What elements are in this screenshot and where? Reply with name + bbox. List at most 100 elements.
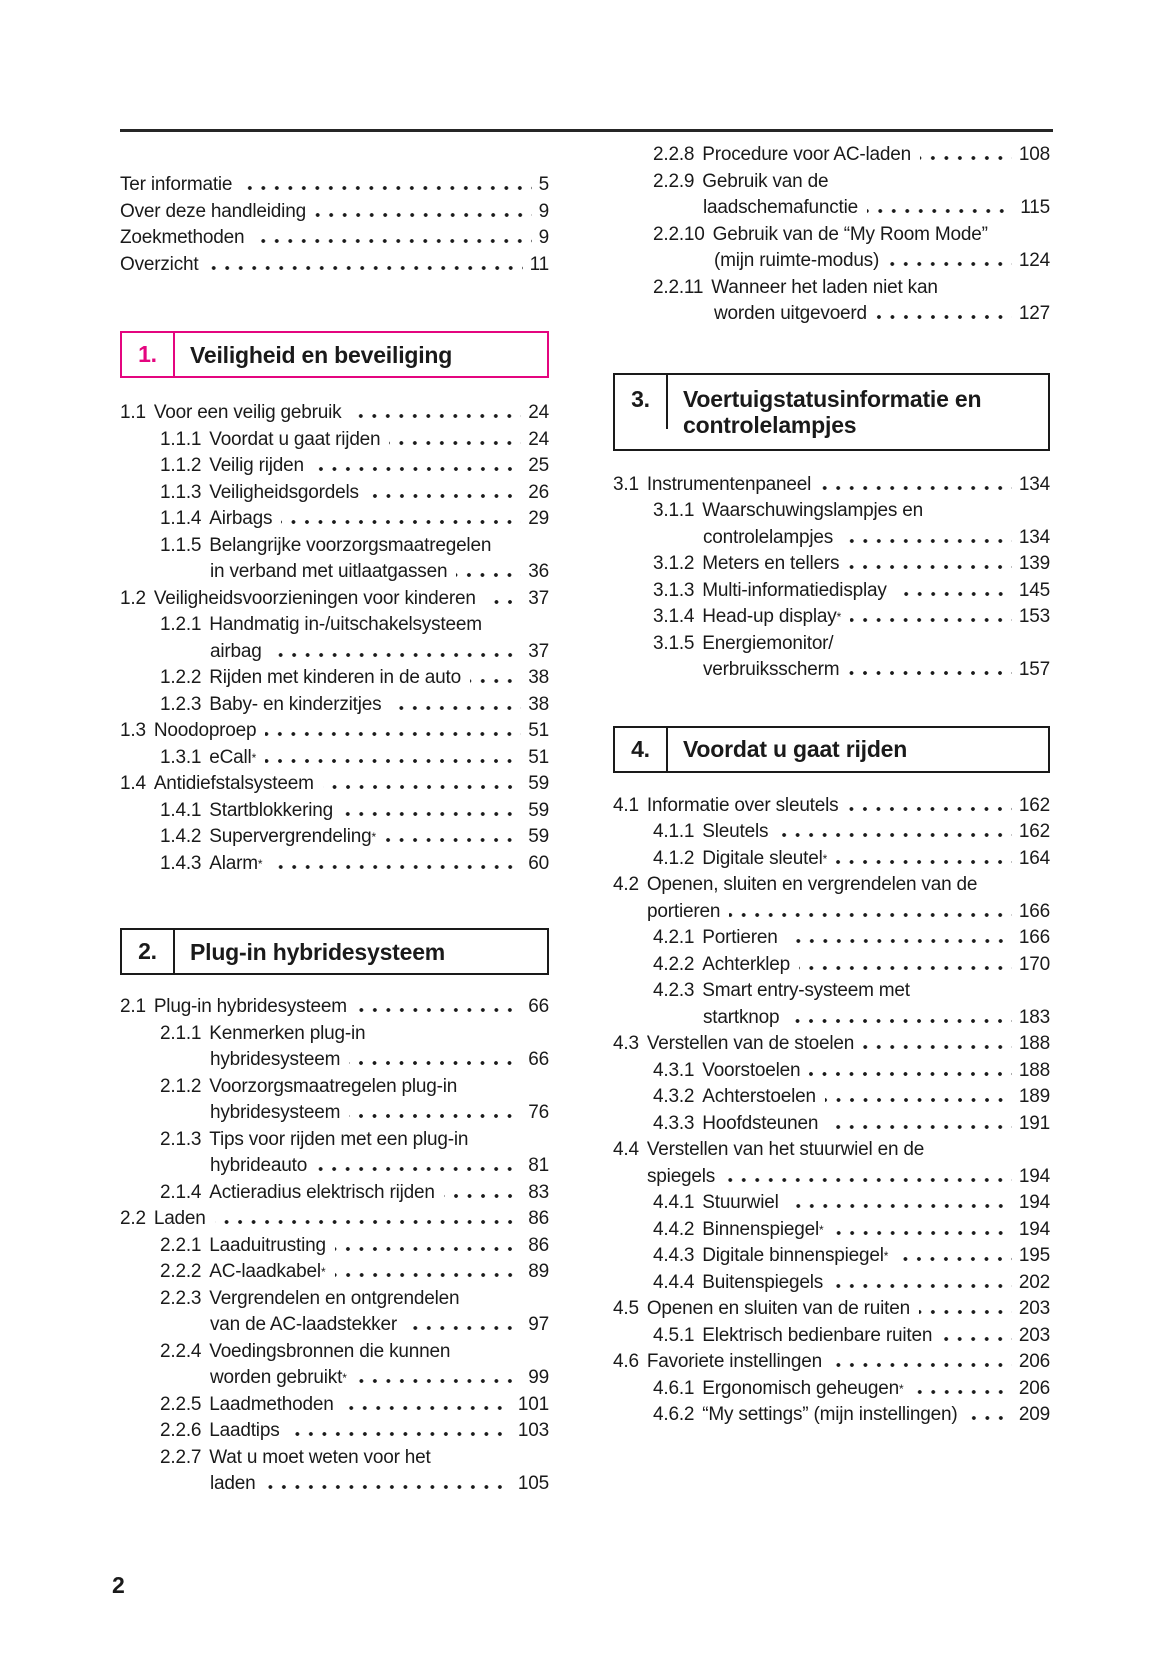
toc-leader-dots [342,811,522,816]
toc-leader-dots [836,859,1012,864]
toc-entry-label: Favoriete instellingen [646,1351,822,1372]
toc-page-ref: 202 [1018,1271,1050,1293]
toc-entry-label: Voor een veilig gebruik [153,402,342,423]
toc-entry-number: 2.2.11 [653,276,704,298]
toc-entry-number: 2.1 [120,996,146,1017]
toc-entry-label: Belangrijke voorzorgsmaatregelen [209,534,492,556]
toc-entry-label: Verstellen van de stoelen [646,1033,855,1054]
toc-entry-number: 1.1.3 [160,481,202,503]
section-4-list: 4.1 Informatie over sleutels 162 4.1.1 Sleu… [613,793,1050,1429]
toc-entry: 1.4.1 Startblokkering 59 [120,798,549,825]
toc-leader-dots [895,591,1012,596]
toc-entry: 4.6.1 Ergonomisch geheugen * 206 [613,1376,1050,1403]
chapter-title: Veiligheid en beveiliging [190,341,453,368]
toc-leader-dots [334,1246,522,1251]
toc-entry: 4.5.1 Elektrisch bedienbare ruiten 203 [613,1323,1050,1350]
toc-entry: 3.1 Instrumentenpaneel 134 [613,472,1050,499]
toc-entry: 1.1.1 Voordat u gaat rijden 24 [120,427,549,454]
toc-page-ref: 38 [528,667,549,688]
chapter-divider [666,374,668,429]
toc-continuation: in verband met uitlaatgassen 36 [120,559,549,586]
toc-entry-number: 3.1 [613,473,639,495]
toc-page-ref: 203 [1018,1324,1050,1346]
toc-entry-label: Smart entry-systeem met [702,980,910,1001]
toc-entry-number: 4.1.1 [653,821,695,842]
toc-entry-label: controlelampjes [703,526,834,548]
toc-leader-dots [832,1230,1012,1235]
section-3-list: 3.1 Instrumentenpaneel 134 3.1.1 Waarschuwi… [613,472,1050,684]
toc-leader-dots [367,493,522,498]
toc-continuation: hybrideauto 81 [120,1153,549,1180]
toc-entry-number: 2.2.7 [160,1446,202,1468]
toc-continuation: (mijn ruimte-modus) 124 [613,248,1050,275]
toc-entry-number: 2.1.2 [160,1075,202,1097]
toc-leader-dots [777,833,1012,837]
toc-entry-label: Veilig rijden [209,455,304,476]
toc-page-ref: 188 [1018,1059,1050,1081]
toc-leader-dots [456,573,522,577]
toc-entry: 4.3 Verstellen van de stoelen 188 [613,1031,1050,1058]
toc-entry-number: 1.4.2 [160,826,202,847]
toc-page-ref: 37 [528,587,549,609]
toc-entry-label: Supervergrendeling [209,826,372,847]
toc-entry-number: 1.3 [120,720,146,741]
toc-leader-dots [920,156,1012,160]
toc-page-ref: 170 [1018,953,1050,975]
toc-page-ref: 162 [1018,821,1050,842]
toc-entry-label: Digitale sleutel [702,847,823,869]
toc-entry: 4.1 Informatie over sleutels 162 [613,793,1050,820]
toc-leader-dots [288,1432,511,1436]
toc-leader-dots [848,565,1012,569]
toc-page-ref: 86 [528,1234,549,1256]
toc-entry-label: Portieren [702,927,778,948]
toc-entry-number: 2.2.3 [160,1287,202,1309]
toc-entry: 4.4.4 Buitenspiegels 202 [613,1270,1050,1297]
toc-page-ref: 51 [528,746,549,768]
toc-page-ref: 9 [538,227,550,248]
toc-entry-number: 1.1.1 [160,428,202,450]
left-column: Ter informatie 5 Over deze handleiding 9 Z… [120,172,549,1498]
chapter-title: Voertuigstatusinformatie en controlelamp… [683,385,982,438]
toc-entry-number: 2.2.9 [653,170,695,192]
toc-leader-dots [385,838,522,842]
toc-entry-label: Gebruik van de “My Room Mode” [712,223,988,245]
chapter-header-1: 1. Veiligheid en beveiliging [120,331,549,378]
top-rule [120,129,1053,132]
toc-entry-label: Laadmethoden [209,1393,334,1415]
toc-leader-dots [253,239,532,243]
toc-leader-dots [809,1071,1012,1076]
toc-leader-dots [842,538,1012,543]
toc-page-ref: 191 [1018,1112,1050,1134]
toc-entry: 2.1.4 Actieradius elektrisch rijden 83 [120,1180,549,1207]
toc-entry-label: Veiligheidsvoorzieningen voor kinderen [153,587,476,609]
toc-page-ref: 134 [1018,473,1050,495]
toc-entry-label: van de AC-laadstekker [210,1314,397,1335]
toc-entry: 1.2.1 Handmatig in-/uitschakelsysteem [120,612,549,639]
toc-leader-dots [207,265,523,270]
toc-leader-dots [390,705,522,710]
toc-entry: 1.1 Voor een veilig gebruik 24 [120,400,549,427]
toc-page-ref: 166 [1018,900,1050,922]
toc-page-ref: 162 [1018,794,1050,816]
toc-entry: 2.1.2 Voorzorgsmaatregelen plug-in [120,1074,549,1101]
toc-page-ref: 37 [528,640,549,662]
toc-entry-label: laden [210,1473,256,1494]
toc-entry: 2.1.3 Tips voor rijden met een plug-in [120,1127,549,1154]
toc-entry: 2.1 Plug-in hybridesysteem 66 [120,994,549,1021]
toc-leader-dots [314,212,532,217]
toc-entry-label: Airbags [209,508,273,529]
toc-page-ref: 115 [1020,197,1050,218]
toc-entry-label: eCall [209,746,252,768]
section-2-continued-list: 2.2.8 Procedure voor AC-laden 108 2.2.9 Geb… [613,142,1050,328]
toc-entry-label: Openen en sluiten van de ruiten [646,1298,910,1319]
toc-entry: 2.2.8 Procedure voor AC-laden 108 [613,142,1050,169]
toc-entry-number: 3.1.4 [653,606,695,627]
toc-entry-number: 4.1.2 [653,847,695,869]
toc-entry-label: Openen, sluiten en vergrendelen van de [646,874,978,895]
toc-entry-label: Kenmerken plug-in [209,1022,366,1044]
toc-page-ref: 5 [538,174,550,195]
toc-leader-dots [832,1283,1012,1288]
toc-entry-label: worden gebruikt [210,1367,343,1388]
toc-page-ref: 194 [1018,1192,1050,1213]
toc-entry-label: Buitenspiegels [702,1271,824,1293]
